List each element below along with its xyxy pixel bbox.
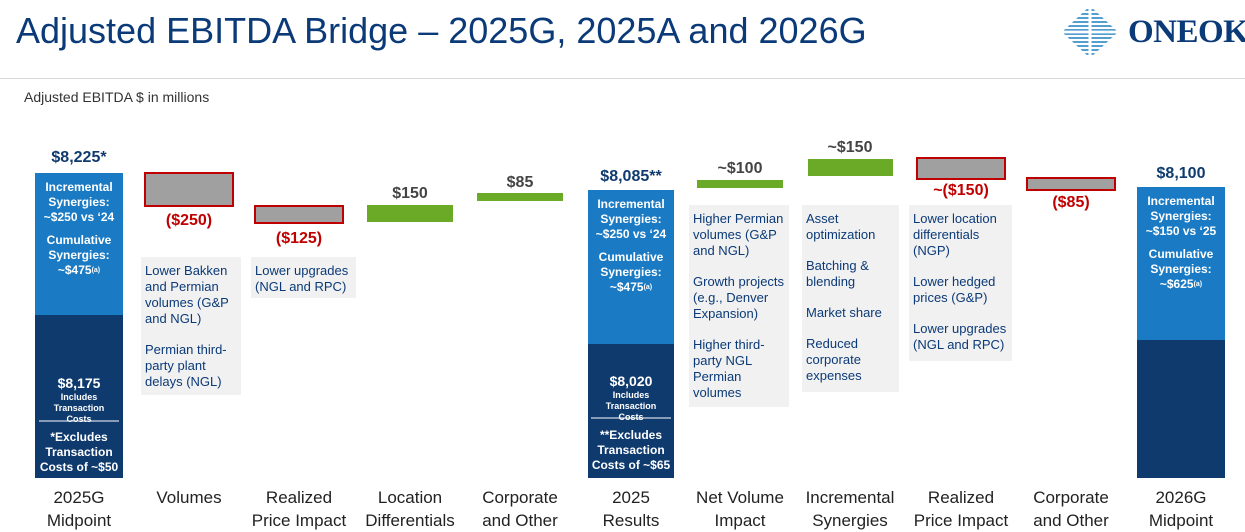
footnote-2025g: *Excludes Transaction Costs of ~$50 — [39, 430, 119, 474]
diamond-logo-icon — [1062, 6, 1118, 58]
value-label-corporate-other-2025: $85 — [507, 174, 534, 191]
note-item: Lower upgrades (NGL and RPC) — [913, 321, 1007, 352]
title-divider — [0, 78, 1245, 79]
base-text-2025g: $8,175 Includes Transaction Costs — [37, 375, 121, 425]
bar-volumes — [144, 172, 234, 207]
value-label-2026g: $8,100 — [1157, 165, 1206, 182]
bar-2025-base-segment — [588, 344, 674, 478]
note-item: Lower location differentials (NGP) — [913, 211, 997, 258]
synergy-text-2026g: Incremental Synergies: ~$150 vs ‘25 Cumu… — [1139, 194, 1223, 292]
value-label-corporate-other-2026: ($85) — [1052, 194, 1089, 211]
value-label-location-differentials: $150 — [392, 185, 428, 202]
bar-2025g-synergy-segment — [35, 173, 123, 315]
value-label-2025-results: $8,085** — [600, 168, 662, 185]
x-label-realized-price-2025: Realized Price Impact — [251, 488, 347, 530]
note-item: Permian third-party plant delays (NGL) — [145, 342, 227, 389]
note-item: Lower hedged prices (G&P) — [913, 274, 996, 305]
bar-corporate-other-2026 — [1026, 177, 1116, 191]
incremental-synergies-text: Incremental Synergies: ~$250 vs ‘24 — [595, 197, 667, 241]
note-item: Higher Permian volumes (G&P and NGL) — [693, 211, 784, 258]
note-item: Batching & blending — [806, 258, 869, 289]
bar-realized-price-2025 — [254, 205, 344, 224]
value-label-net-volume-impact: ~$100 — [718, 160, 763, 177]
note-item: Lower upgrades (NGL and RPC) — [255, 263, 349, 294]
x-label-volumes: Volumes — [156, 488, 222, 507]
note-item: Growth projects (e.g., Denver Expansion) — [693, 274, 785, 321]
cumulative-synergies-text: Cumulative Synergies: ~$625(a) — [1148, 247, 1214, 291]
bar-net-volume-impact — [697, 180, 783, 188]
value-label-2025g: $8,225* — [51, 149, 107, 166]
x-label-corporate-other-2025: Corporate and Other — [482, 488, 558, 530]
bar-2026g-base-segment — [1137, 340, 1225, 478]
x-label-2025-results: 2025 Results — [602, 488, 660, 530]
incremental-synergies-text: Incremental Synergies: ~$150 vs ‘25 — [1145, 194, 1217, 238]
note-volumes: Lower Bakken and Permian volumes (G&P an… — [141, 257, 241, 395]
x-label-corporate-other-2026: Corporate and Other — [1033, 488, 1109, 530]
x-label-2025g-midpoint: 2025G Midpoint — [46, 488, 112, 530]
bar-2025-synergy-segment — [588, 190, 674, 344]
base-value-note: Includes Transaction Costs — [605, 390, 657, 422]
note-item: Reduced corporate expenses — [806, 336, 862, 383]
x-label-location-differentials: Location Differentials — [365, 488, 455, 530]
page-title: Adjusted EBITDA Bridge – 2025G, 2025A an… — [16, 10, 867, 51]
bar-incremental-synergies — [808, 159, 893, 176]
note-item: Higher third-party NGL Permian volumes — [693, 337, 765, 400]
note-item: Lower Bakken and Permian volumes (G&P an… — [145, 263, 229, 326]
base-value-label: $8,175 — [57, 375, 101, 391]
base-value-label: $8,020 — [609, 373, 653, 389]
bar-realized-price-2026 — [916, 157, 1006, 180]
chart-subtitle: Adjusted EBITDA $ in millions — [24, 89, 210, 105]
cumulative-synergies-text: Cumulative Synergies: ~$475(a) — [598, 250, 664, 294]
logo-wordmark: ONEOK — [1128, 14, 1245, 50]
value-label-volumes: ($250) — [166, 212, 212, 229]
bar-location-differentials — [367, 205, 453, 222]
value-label-realized-price-2025: ($125) — [276, 230, 322, 247]
oneok-logo: ONEOK — [1060, 4, 1245, 60]
cumulative-synergies-text: Cumulative Synergies: ~$475(a) — [46, 233, 112, 277]
incremental-synergies-text: Incremental Synergies: ~$250 vs ‘24 — [43, 180, 115, 224]
base-value-note: Includes Transaction Costs — [53, 392, 105, 424]
bar-corporate-other-2025 — [477, 193, 563, 201]
note-item: Market share — [806, 305, 882, 320]
note-item: Asset optimization — [806, 211, 876, 242]
note-realized-price-2025: Lower upgrades (NGL and RPC) — [251, 257, 356, 298]
bar-2025g-base-segment — [35, 315, 123, 478]
x-label-realized-price-2026: Realized Price Impact — [913, 488, 1009, 530]
value-label-realized-price-2026: ~($150) — [933, 182, 989, 199]
x-label-net-volume-impact: Net Volume Impact — [696, 488, 784, 530]
note-realized-price-2026: Lower location differentials (NGP) Lower… — [909, 205, 1012, 361]
footnote-2025-results: **Excludes Transaction Costs of ~$65 — [591, 428, 671, 472]
x-label-incremental-synergies: Incremental Synergies — [805, 488, 895, 530]
base-text-2025-results: $8,020 Includes Transaction Costs — [590, 373, 672, 423]
value-label-incremental-synergies: ~$150 — [828, 139, 873, 156]
note-net-volume-impact: Higher Permian volumes (G&P and NGL) Gro… — [689, 205, 789, 407]
synergy-text-2025-results: Incremental Synergies: ~$250 vs ‘24 Cumu… — [590, 197, 672, 295]
note-incremental-synergies: Asset optimization Batching & blending M… — [802, 205, 899, 392]
x-label-2026g-midpoint: 2026G Midpoint — [1148, 488, 1214, 530]
bar-2026g-synergy-segment — [1137, 187, 1225, 340]
synergy-text-2025g: Incremental Synergies: ~$250 vs ‘24 Cumu… — [37, 180, 121, 278]
